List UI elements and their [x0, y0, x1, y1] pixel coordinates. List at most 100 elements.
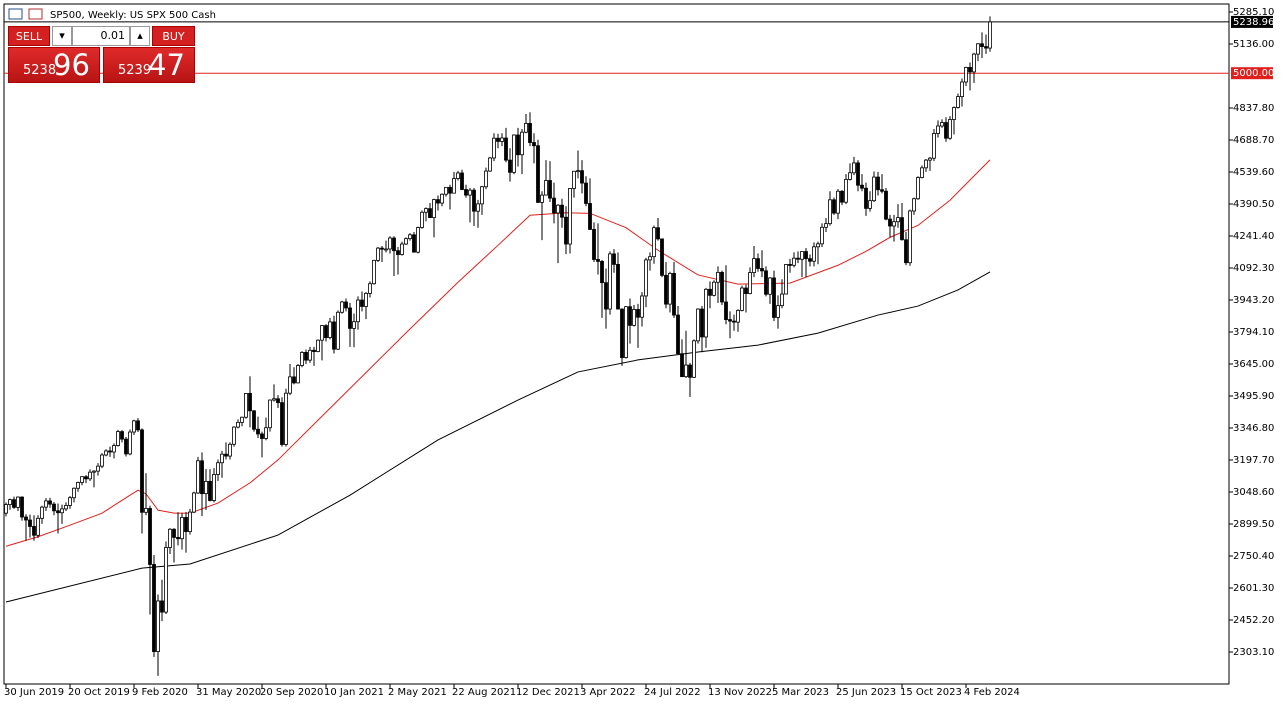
- candle-body: [748, 272, 752, 295]
- candle-body: [360, 299, 364, 307]
- candle-body: [312, 349, 316, 352]
- y-tick-label: 3197.70: [1233, 455, 1274, 466]
- candle-body: [880, 189, 884, 192]
- y-tick-label: 2899.50: [1233, 519, 1274, 530]
- candle-body: [724, 301, 728, 320]
- candle-body: [972, 53, 976, 73]
- candle-body: [676, 314, 680, 355]
- candle-body: [432, 199, 436, 219]
- bid-box[interactable]: 5238 96: [8, 47, 100, 83]
- candle-body: [776, 305, 780, 318]
- candle-body: [736, 309, 740, 323]
- candle-body: [696, 308, 700, 342]
- candle-body: [248, 393, 252, 412]
- candle-body: [568, 188, 572, 245]
- y-tick-label: 2303.10: [1233, 647, 1274, 658]
- candle-body: [712, 281, 716, 296]
- candle-body: [668, 273, 672, 305]
- y-tick-label: 4241.40: [1233, 231, 1274, 242]
- candle-body: [720, 271, 724, 303]
- x-tick-label: 5 Mar 2023: [772, 687, 829, 698]
- x-tick-label: 12 Dec 2021: [516, 687, 580, 698]
- candle-body: [288, 376, 292, 394]
- x-tick-label: 10 Jan 2021: [324, 687, 384, 698]
- candle-body: [132, 420, 136, 433]
- y-tick-label: 4390.50: [1233, 199, 1274, 210]
- candle-body: [272, 398, 276, 401]
- candle-body: [520, 131, 524, 156]
- candle-body: [840, 190, 844, 203]
- candle-body: [796, 257, 800, 260]
- candle-body: [304, 352, 308, 361]
- candle-body: [604, 282, 608, 310]
- candle-body: [240, 416, 244, 423]
- candle-body: [532, 142, 536, 147]
- candle-body: [16, 496, 20, 508]
- candle-body: [976, 43, 980, 55]
- moving-average-line: [5, 159, 991, 547]
- y-tick-label: 3048.60: [1233, 487, 1274, 498]
- candle-body: [4, 504, 8, 514]
- candle-body: [608, 253, 612, 310]
- increase-button[interactable]: ▴: [130, 26, 150, 46]
- candle-body: [424, 208, 428, 213]
- candle-body: [800, 251, 804, 260]
- candle-body: [140, 429, 144, 513]
- x-tick-label: 25 Jun 2023: [836, 687, 896, 698]
- candle-body: [904, 239, 908, 264]
- candle-body: [28, 519, 32, 527]
- candle-body: [68, 497, 72, 506]
- candle-body: [188, 511, 192, 533]
- candle-body: [632, 309, 636, 326]
- candle-body: [308, 349, 312, 361]
- x-tick-label: 30 Jun 2019: [4, 687, 64, 698]
- candle-body: [688, 364, 692, 378]
- candle-body: [820, 226, 824, 245]
- candle-body: [8, 499, 12, 505]
- volume-input[interactable]: 0.01: [72, 26, 130, 46]
- candle-body: [540, 194, 544, 203]
- candle-body: [44, 500, 48, 508]
- y-tick-label: 2601.30: [1233, 583, 1274, 594]
- candle-body: [704, 288, 708, 338]
- candle-body: [760, 268, 764, 272]
- ask-box[interactable]: 5239 47: [103, 47, 195, 83]
- candle-body: [588, 203, 592, 230]
- candle-body: [644, 259, 648, 297]
- y-tick-label: 3794.10: [1233, 327, 1274, 338]
- candle-body: [136, 420, 140, 431]
- y-tick-label: 3943.20: [1233, 295, 1274, 306]
- candle-body: [964, 66, 968, 83]
- candle-body: [552, 197, 556, 214]
- price-label: 5238.96: [1233, 17, 1274, 28]
- candle-body: [300, 352, 304, 366]
- candle-body: [448, 186, 452, 194]
- decrease-button[interactable]: ▾: [52, 26, 72, 46]
- x-tick-label: 4 Feb 2024: [964, 687, 1020, 698]
- candle-body: [184, 517, 188, 533]
- candle-body: [584, 182, 588, 204]
- candle-body: [888, 218, 892, 227]
- candle-body: [24, 516, 28, 521]
- candle-body: [924, 159, 928, 169]
- buy-button[interactable]: BUY: [152, 26, 195, 46]
- candle-body: [96, 465, 100, 472]
- candle-body: [60, 508, 64, 514]
- y-tick-label: 4837.80: [1233, 103, 1274, 114]
- price-label-box: [1231, 67, 1273, 80]
- candle-body: [400, 243, 404, 255]
- candle-body: [988, 21, 992, 49]
- candle-body: [528, 123, 532, 143]
- sell-button[interactable]: SELL: [8, 26, 50, 46]
- candle-body: [376, 247, 380, 261]
- candle-body: [576, 170, 580, 173]
- x-tick-label: 15 Oct 2023: [900, 687, 962, 698]
- candle-body: [768, 277, 772, 295]
- candle-body: [76, 482, 80, 489]
- candle-body: [852, 162, 856, 174]
- candle-body: [228, 443, 232, 457]
- candle-body: [752, 258, 756, 273]
- candle-body: [264, 427, 268, 439]
- candle-body: [116, 431, 120, 446]
